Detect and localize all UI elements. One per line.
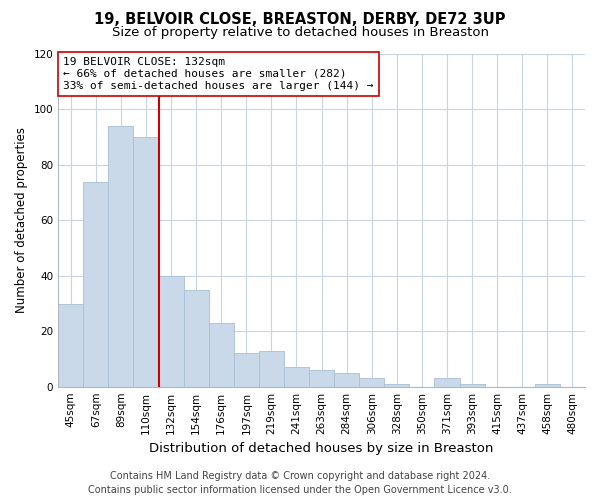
Text: Contains HM Land Registry data © Crown copyright and database right 2024.
Contai: Contains HM Land Registry data © Crown c… bbox=[88, 471, 512, 495]
Bar bbox=[58, 304, 83, 386]
Bar bbox=[259, 350, 284, 386]
Bar bbox=[309, 370, 334, 386]
Bar bbox=[184, 290, 209, 386]
Bar bbox=[460, 384, 485, 386]
Bar bbox=[434, 378, 460, 386]
Bar bbox=[535, 384, 560, 386]
Bar bbox=[133, 137, 158, 386]
Bar bbox=[158, 276, 184, 386]
Bar bbox=[83, 182, 109, 386]
Text: 19 BELVOIR CLOSE: 132sqm
← 66% of detached houses are smaller (282)
33% of semi-: 19 BELVOIR CLOSE: 132sqm ← 66% of detach… bbox=[64, 58, 374, 90]
Bar bbox=[359, 378, 385, 386]
Bar bbox=[284, 368, 309, 386]
Bar bbox=[234, 354, 259, 386]
Bar bbox=[109, 126, 133, 386]
X-axis label: Distribution of detached houses by size in Breaston: Distribution of detached houses by size … bbox=[149, 442, 494, 455]
Bar bbox=[334, 373, 359, 386]
Y-axis label: Number of detached properties: Number of detached properties bbox=[15, 128, 28, 314]
Text: Size of property relative to detached houses in Breaston: Size of property relative to detached ho… bbox=[112, 26, 488, 39]
Text: 19, BELVOIR CLOSE, BREASTON, DERBY, DE72 3UP: 19, BELVOIR CLOSE, BREASTON, DERBY, DE72… bbox=[94, 12, 506, 28]
Bar bbox=[385, 384, 409, 386]
Bar bbox=[209, 323, 234, 386]
